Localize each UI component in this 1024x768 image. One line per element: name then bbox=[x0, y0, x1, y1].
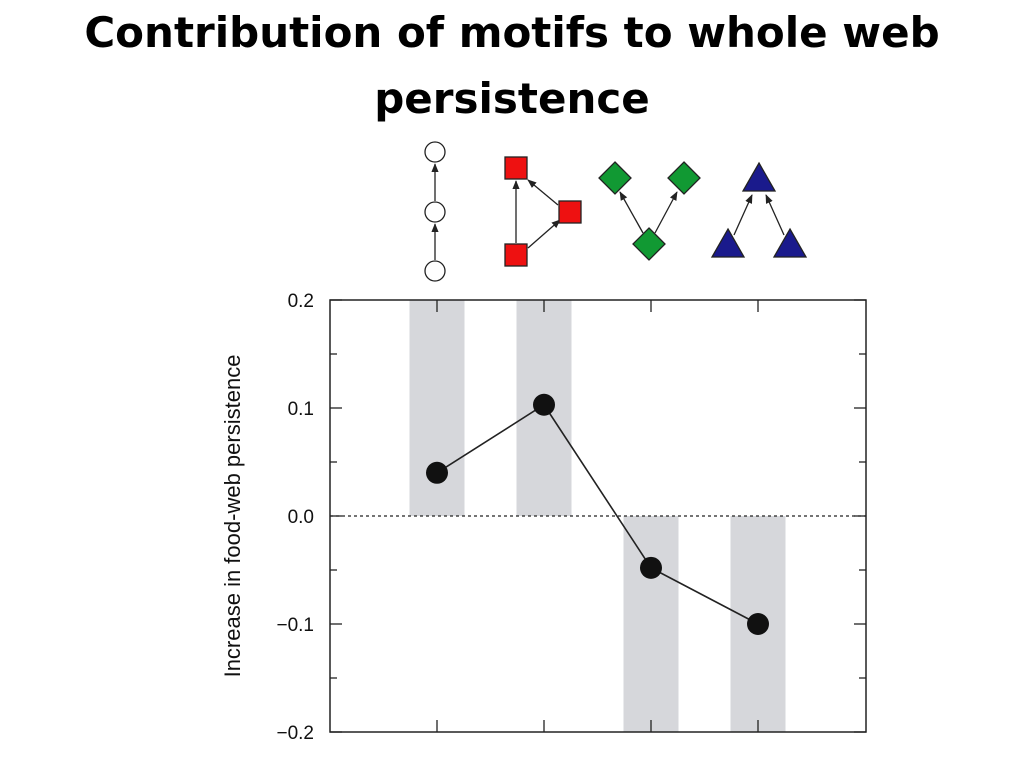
motif-node bbox=[741, 161, 777, 192]
page-title: Contribution of motifs to whole web pers… bbox=[0, 0, 1024, 132]
title-line-2: persistence bbox=[374, 74, 650, 123]
y-tick-label: −0.2 bbox=[276, 723, 314, 744]
motif-chain-icon bbox=[424, 141, 446, 282]
y-tick-label: 0.2 bbox=[288, 291, 314, 312]
series-line bbox=[436, 403, 759, 625]
motif-node bbox=[504, 156, 528, 180]
motif-node bbox=[504, 243, 528, 267]
motif-arrow bbox=[619, 191, 644, 234]
motif-node bbox=[598, 161, 632, 195]
bar-apparent-competition bbox=[623, 516, 679, 732]
data-point-omnivory bbox=[533, 393, 555, 416]
motif-arrow bbox=[654, 191, 678, 234]
motif-node bbox=[424, 141, 446, 163]
motif-node bbox=[667, 161, 701, 195]
data-point-chain bbox=[426, 461, 448, 484]
motif-omnivory-icon bbox=[504, 156, 582, 267]
motif-arrow bbox=[527, 179, 559, 206]
title-line-1: Contribution of motifs to whole web bbox=[84, 8, 940, 57]
data-point-exploitative-competition bbox=[747, 613, 769, 635]
motif-arrow bbox=[733, 194, 753, 236]
motif-node bbox=[424, 260, 446, 282]
data-point-apparent-competition bbox=[640, 556, 662, 579]
motif-node bbox=[424, 201, 446, 223]
motif-icons bbox=[424, 141, 808, 282]
y-axis-title: Increase in food-web persistence bbox=[220, 355, 245, 678]
motif-node bbox=[632, 227, 666, 261]
motif-node bbox=[558, 200, 582, 224]
motif-node bbox=[710, 227, 746, 258]
motif-node bbox=[772, 227, 808, 258]
motif-apparent-competition-icon bbox=[598, 161, 701, 261]
motif-arrow bbox=[765, 194, 785, 236]
plot-area: 0.2 0.1 0.0 −0.1 −0.2 Increase in food-web pe… bbox=[220, 291, 867, 744]
y-tick-label: 0.1 bbox=[288, 399, 314, 420]
motif-arrow bbox=[527, 219, 561, 249]
y-tick-label: 0.0 bbox=[288, 507, 314, 528]
y-tick-label: −0.1 bbox=[276, 615, 314, 636]
motif-exploitative-competition-icon bbox=[710, 161, 808, 258]
